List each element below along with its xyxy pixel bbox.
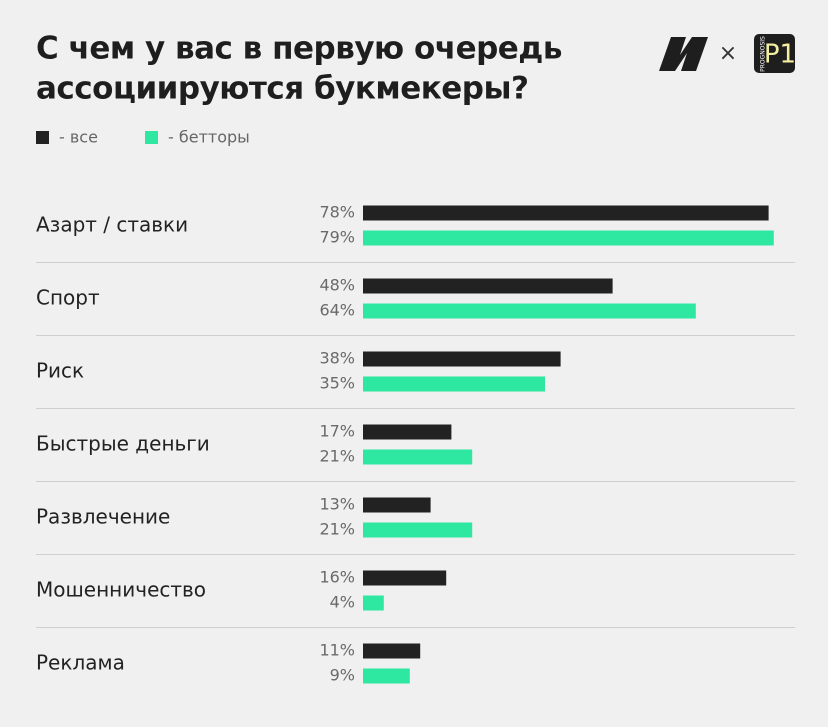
value-label: 16% xyxy=(319,568,355,587)
logo-shape xyxy=(659,37,708,71)
chart-title: ассоциируются букмекеры? xyxy=(36,71,529,107)
value-label: 21% xyxy=(319,520,355,539)
bar xyxy=(363,522,473,538)
value-label: 64% xyxy=(319,301,355,320)
value-label: 13% xyxy=(319,495,355,514)
value-label: 11% xyxy=(319,641,355,660)
bar xyxy=(363,230,774,246)
bar xyxy=(363,449,473,465)
bar xyxy=(363,303,696,319)
value-label: 9% xyxy=(330,666,355,685)
logo-box xyxy=(754,34,795,73)
logo-text: P1 xyxy=(764,40,796,70)
category-label: Реклама xyxy=(36,651,125,675)
value-label: 78% xyxy=(319,203,355,222)
value-label: 79% xyxy=(319,228,355,247)
logo-subtext: PROGNOSIS xyxy=(760,36,767,72)
bar xyxy=(363,351,561,367)
bar xyxy=(363,668,410,684)
category-label: Развлечение xyxy=(36,505,170,529)
bar xyxy=(363,595,384,611)
legend-label: - бетторы xyxy=(168,128,250,147)
value-label: 38% xyxy=(319,349,355,368)
separator: × xyxy=(719,41,737,66)
bar xyxy=(363,643,421,659)
category-label: Спорт xyxy=(36,286,100,310)
bar xyxy=(363,376,545,392)
bar xyxy=(363,278,613,294)
value-label: 48% xyxy=(319,276,355,295)
category-label: Риск xyxy=(36,359,84,383)
category-label: Быстрые деньги xyxy=(36,432,210,456)
bar xyxy=(363,497,431,513)
value-label: 4% xyxy=(330,593,355,612)
value-label: 35% xyxy=(319,374,355,393)
bar xyxy=(363,570,447,586)
legend-label: - все xyxy=(59,128,98,147)
category-label: Мошенничество xyxy=(36,578,206,602)
value-label: 21% xyxy=(319,447,355,466)
legend-swatch xyxy=(36,131,49,144)
bar xyxy=(363,424,452,440)
bar xyxy=(363,205,769,221)
value-label: 17% xyxy=(319,422,355,441)
chart-title: С чем у вас в первую очередь xyxy=(36,31,562,67)
logo-left xyxy=(659,37,708,71)
logo-right: PROGNOSIS P1 xyxy=(754,34,796,73)
legend-swatch xyxy=(145,131,158,144)
category-label: Азарт / ставки xyxy=(36,213,188,237)
